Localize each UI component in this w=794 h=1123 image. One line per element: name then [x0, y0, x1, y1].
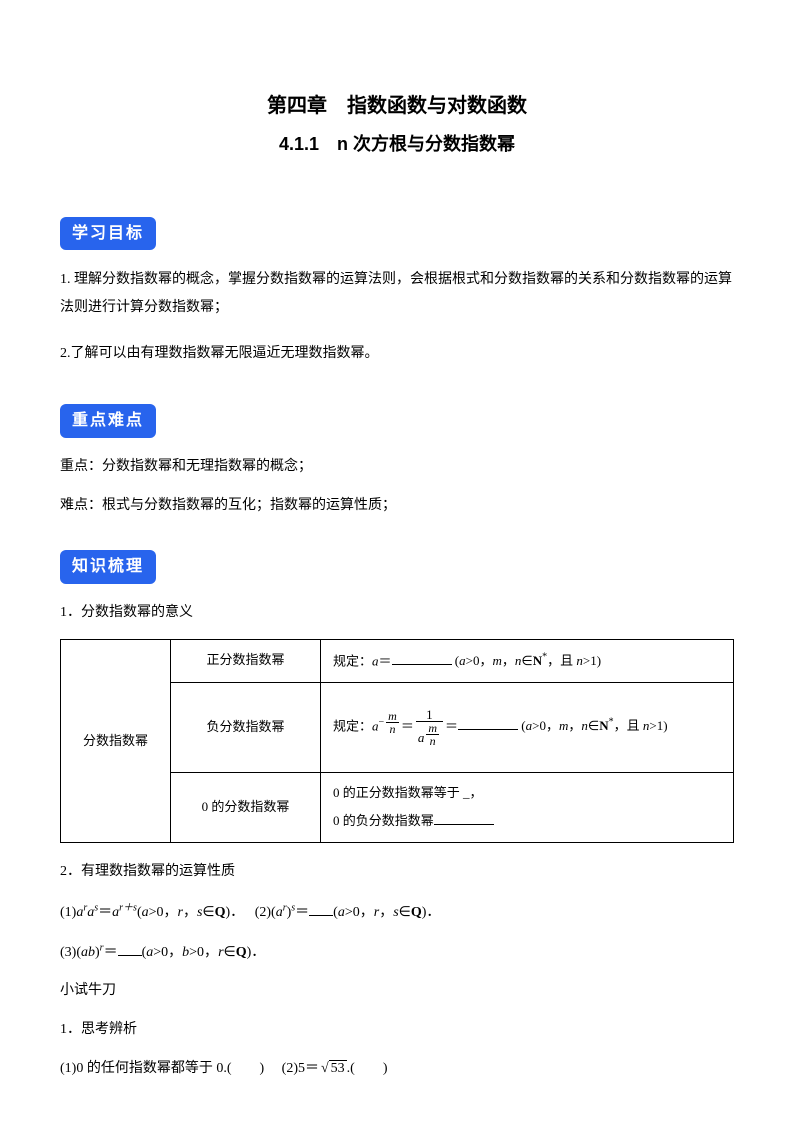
keypoint-text: 重点：分数指数幂和无理指数幂的概念；	[60, 454, 734, 479]
fraction: 1amn	[416, 708, 443, 747]
prop1: (1)aras＝ar＋s(a>0，r，s∈Q)．	[60, 905, 244, 920]
table-mid-cell: 负分数指数幂	[171, 682, 321, 772]
property-line-1: (1)aras＝ar＋s(a>0，r，s∈Q)． (2)(ar)s＝(a>0，r…	[60, 898, 734, 926]
table-mid-cell: 正分数指数幂	[171, 639, 321, 682]
knowledge-heading-2: 2．有理数指数幂的运算性质	[60, 859, 734, 886]
table-right-cell: 规定：a＝ (a>0，m，n∈N*，且 n>1)	[321, 639, 734, 682]
badge-knowledge: 知识梳理	[60, 550, 156, 584]
fill-blank	[458, 717, 518, 730]
prop3: (3)(ab)r＝(a>0，b>0，r∈Q)．	[60, 945, 265, 960]
table-rowspan-cell: 分数指数幂	[61, 639, 171, 843]
q2: (2)5＝√53.( )	[282, 1061, 388, 1076]
q2-prefix: (2)5＝	[282, 1061, 319, 1076]
question-line: (1)0 的任何指数幂都等于 0.( ) (2)5＝√53.( )	[60, 1056, 734, 1083]
fraction-exponent-table: 分数指数幂 正分数指数幂 规定：a＝ (a>0，m，n∈N*，且 n>1) 负分…	[60, 639, 734, 844]
trial-heading: 小试牛刀	[60, 978, 734, 1005]
section-number-title: 4.1.1 n 次方根与分数指数幂	[60, 130, 734, 159]
q2-suffix: .( )	[347, 1061, 388, 1076]
title-block: 第四章 指数函数与对数函数 4.1.1 n 次方根与分数指数幂	[60, 90, 734, 159]
knowledge-heading-1: 1．分数指数幂的意义	[60, 600, 734, 627]
rule-condition: (a>0，m，n∈N*，且 n>1)	[521, 718, 667, 733]
q1: (1)0 的任何指数幂都等于 0.( )	[60, 1061, 264, 1076]
zero-pos-line: 0 的正分数指数幂等于 _，	[333, 783, 721, 804]
rule-prefix: 规定：	[333, 718, 372, 733]
goal-item-2: 2.了解可以由有理数指数幂无限逼近无理数指数幂。	[60, 340, 734, 368]
table-right-cell: 规定：a−mn＝1amn＝ (a>0，m，n∈N*，且 n>1)	[321, 682, 734, 772]
zero-neg-line: 0 的负分数指数幂	[333, 811, 721, 832]
rule-eq: ＝	[379, 653, 392, 668]
badge-learning-goal: 学习目标	[60, 217, 156, 251]
zero-pos-text: 0 的正分数指数幂等于 _，	[333, 785, 483, 800]
rule-prefix: 规定：	[333, 653, 372, 668]
fill-blank	[118, 942, 142, 956]
fill-blank	[309, 902, 333, 916]
think-heading: 1．思考辨析	[60, 1017, 734, 1044]
q2-radicand: 53	[329, 1060, 347, 1076]
goal-item-1: 1. 理解分数指数幂的概念，掌握分数指数幂的运算法则，会根据根式和分数指数幂的关…	[60, 266, 734, 322]
neg-exponent: −mn	[379, 710, 401, 735]
table-right-cell: 0 的正分数指数幂等于 _， 0 的负分数指数幂	[321, 772, 734, 843]
property-line-2: (3)(ab)r＝(a>0，b>0，r∈Q)．	[60, 938, 734, 966]
badge-keypoint: 重点难点	[60, 404, 156, 438]
table-mid-cell: 0 的分数指数幂	[171, 772, 321, 843]
zero-neg-text: 0 的负分数指数幂	[333, 813, 434, 828]
table-row: 分数指数幂 正分数指数幂 规定：a＝ (a>0，m，n∈N*，且 n>1)	[61, 639, 734, 682]
fill-blank	[434, 812, 494, 825]
prop2: (2)(ar)s＝(a>0，r，s∈Q)．	[255, 905, 441, 920]
difficulty-text: 难点：根式与分数指数幂的互化；指数幂的运算性质；	[60, 493, 734, 518]
rule-condition: (a>0，m，n∈N*，且 n>1)	[455, 653, 601, 668]
fill-blank	[392, 652, 452, 665]
sqrt-icon: √53	[319, 1056, 347, 1083]
chapter-title: 第四章 指数函数与对数函数	[60, 90, 734, 122]
